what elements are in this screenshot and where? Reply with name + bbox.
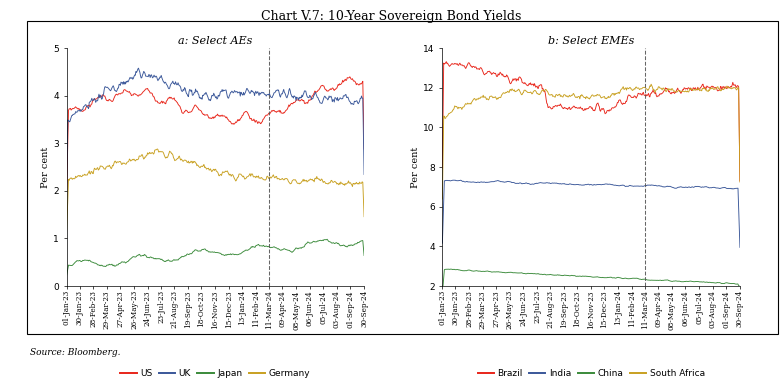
Text: Chart V.7: 10-Year Sovereign Bond Yields: Chart V.7: 10-Year Sovereign Bond Yields	[262, 10, 521, 23]
Legend: Brazil, India, China, South Africa: Brazil, India, China, South Africa	[474, 365, 709, 382]
Legend: US, UK, Japan, Germany: US, UK, Japan, Germany	[117, 365, 314, 382]
Y-axis label: Per cent: Per cent	[412, 146, 420, 188]
Title: a: Select AEs: a: Select AEs	[179, 36, 252, 46]
Y-axis label: Per cent: Per cent	[41, 146, 50, 188]
Title: b: Select EMEs: b: Select EMEs	[548, 36, 634, 46]
Text: Source: Bloomberg.: Source: Bloomberg.	[30, 348, 121, 356]
